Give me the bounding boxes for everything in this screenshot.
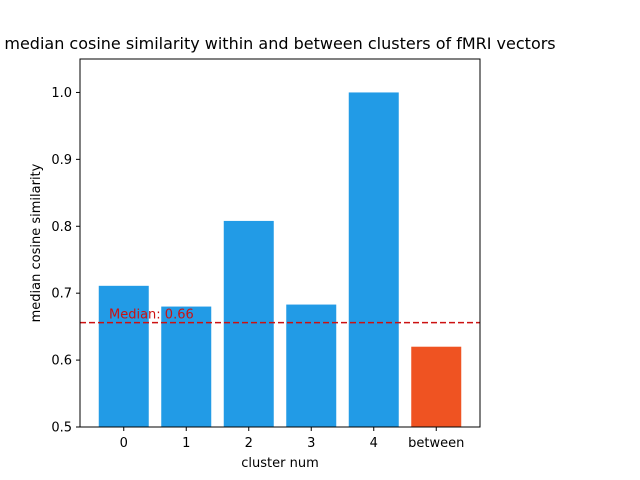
y-tick-label: 0.5 [51,421,72,436]
x-tick-label: 1 [182,436,190,451]
median-label: Median: 0.66 [109,308,194,323]
bar-0 [98,285,149,427]
y-tick-label: 0.7 [51,287,72,302]
x-tick-label: between [408,436,464,451]
y-tick-label: 0.9 [51,153,72,168]
y-tick-label: 0.8 [51,220,72,235]
y-tick-label: 0.6 [51,354,72,369]
chart-title: median cosine similarity within and betw… [4,34,555,53]
x-tick-label: 0 [120,436,128,451]
bar-3 [286,304,337,427]
bars-group [98,92,462,427]
bar-1 [161,306,212,427]
bar-4 [348,92,399,427]
x-axis-ticks: 0 1 2 3 4 between [120,427,464,451]
bar-2 [223,220,274,427]
x-axis-label: cluster num [241,456,319,471]
x-tick-label: 4 [370,436,378,451]
y-axis-ticks: 0.5 0.6 0.7 0.8 0.9 1.0 [51,86,80,436]
plot-frame [79,58,481,428]
y-tick-label: 1.0 [51,86,72,101]
y-axis-label: median cosine similarity [29,163,44,322]
x-tick-label: 3 [307,436,315,451]
bar-between [411,346,462,427]
x-tick-label: 2 [245,436,253,451]
reference-line-group: Median: 0.66 [80,308,480,324]
